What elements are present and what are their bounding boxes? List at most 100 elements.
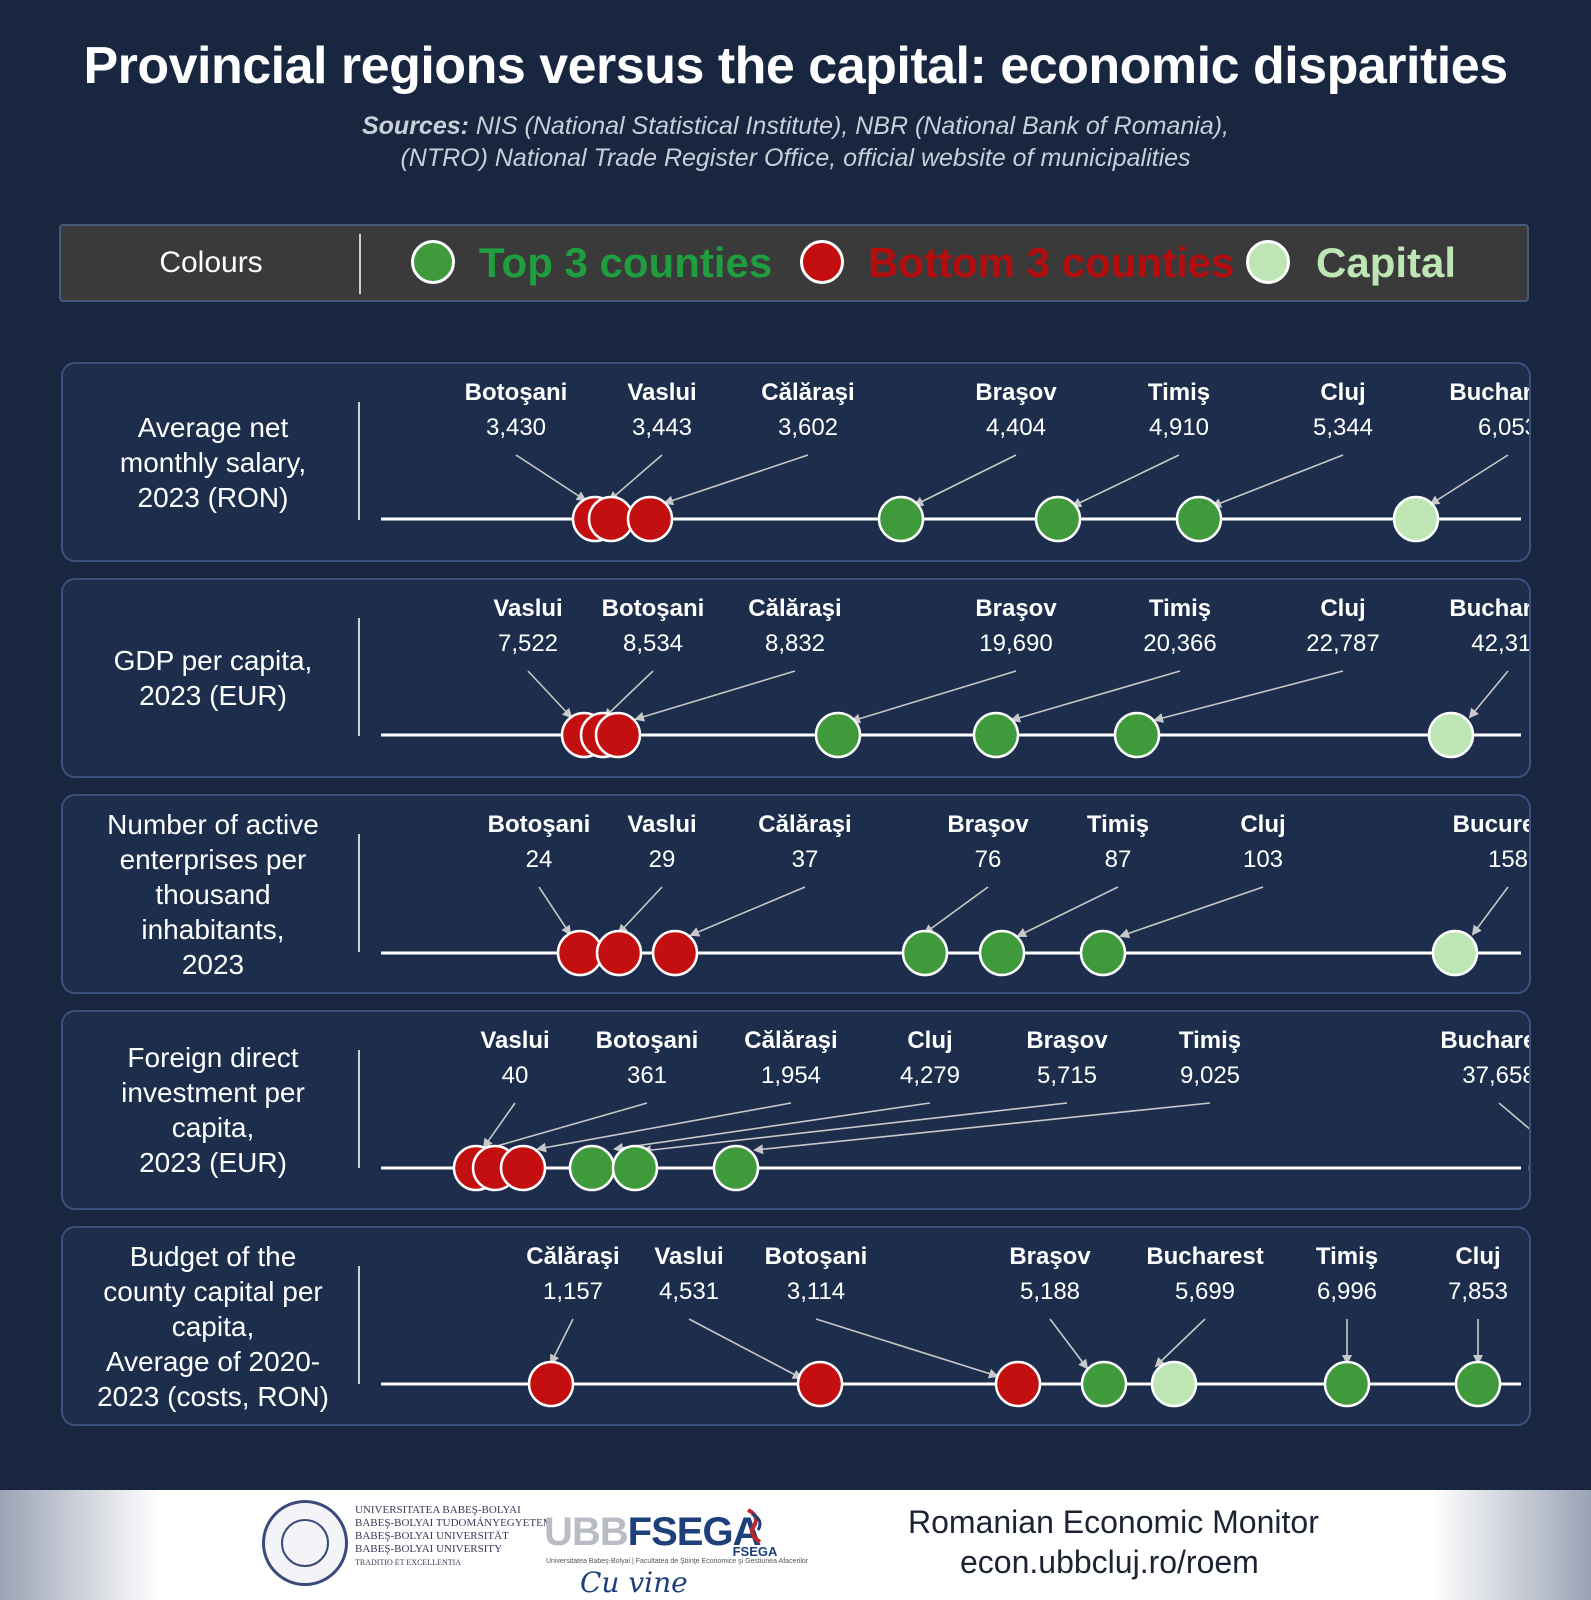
value-label: 1,954 — [761, 1062, 821, 1089]
chart-title-line: investment per — [121, 1077, 305, 1108]
county-name-label: Cluj — [907, 1027, 952, 1054]
data-point-top — [978, 929, 1026, 977]
pointer-arrow — [613, 1102, 931, 1153]
pointer-arrow — [689, 886, 806, 937]
chart-title-line: Foreign direct — [127, 1042, 299, 1073]
value-label: 6,053 — [1478, 414, 1529, 441]
legend-label-capital: Capital — [1316, 239, 1457, 286]
sources: Sources: NIS (National Statistical Insti… — [0, 110, 1591, 174]
data-point-bottom — [595, 929, 643, 977]
pointer-arrow — [688, 1318, 803, 1379]
data-point-bottom — [796, 1360, 844, 1408]
chart-title-line: Number of active — [107, 808, 319, 840]
data-point-top — [1080, 1360, 1128, 1408]
chart-title-line: inhabitants, — [141, 913, 285, 945]
legend-label-bottom: Bottom 3 counties — [868, 239, 1235, 286]
county-name-label: Timiş — [1149, 595, 1211, 622]
pointer-arrow — [1010, 670, 1181, 723]
county-name-label: Bucharest — [1146, 1243, 1263, 1270]
county-name-label: Vaslui — [480, 1027, 549, 1054]
data-point-capital — [1150, 1360, 1198, 1408]
monitor-url[interactable]: econ.ubbcluj.ro/roem — [960, 1544, 1259, 1580]
dot-plot: Botoşani 24 Vaslui 29 Călăraşi 37 Braşov 76 Timi… — [381, 811, 1529, 977]
value-label: 5,344 — [1313, 414, 1373, 441]
county-name-label: Călăraşi — [744, 1027, 837, 1054]
data-point-capital — [1392, 495, 1440, 543]
data-point-bottom — [587, 495, 635, 543]
value-label: 9,025 — [1180, 1062, 1240, 1089]
county-name-label: Călăraşi — [758, 811, 851, 838]
county-name-label: Timiş — [1179, 1027, 1241, 1054]
dot-plot: Vaslui 40 Botoşani 361 Călăraşi 1,954 Cluj 4,27… — [381, 1027, 1529, 1192]
pointer-arrow — [482, 1102, 516, 1149]
pointer-arrow — [1153, 670, 1344, 723]
county-name-label: Braşov — [1026, 1027, 1108, 1054]
value-label: 7,853 — [1448, 1278, 1508, 1305]
pointer-arrow — [753, 1102, 1211, 1155]
sources-line-1: NIS (National Statistical Institute), NB… — [475, 112, 1229, 140]
chart-title: Budget of the county capital per capita, Av… — [63, 1228, 363, 1424]
pointer-arrow — [1471, 886, 1509, 936]
data-point-bottom — [651, 929, 699, 977]
data-point-top — [1175, 495, 1223, 543]
page-title: Provincial regions versus the capital: e… — [83, 37, 1508, 95]
pointer-arrow — [1049, 1318, 1089, 1370]
fsega-subtitle: Universitatea Babeş-Bolyai | Facultatea … — [546, 1558, 809, 1565]
value-label: 158 — [1488, 846, 1528, 873]
county-name-label: Timiş — [1087, 811, 1149, 838]
county-name-label: Vaslui — [493, 595, 562, 622]
pointer-arrow — [1468, 670, 1509, 719]
pointer-arrow — [1016, 886, 1119, 937]
pointer-arrow — [663, 454, 809, 506]
value-label: 3,443 — [632, 414, 692, 441]
value-label: 87 — [1105, 846, 1132, 873]
value-label: 37 — [792, 846, 819, 873]
county-name-label: Călăraşi — [748, 595, 841, 622]
dot-plot: Călăraşi 1,157 Vaslui 4,531 Botoşani 3,114 Bra… — [381, 1243, 1521, 1408]
data-point-top — [1034, 495, 1082, 543]
monitor-title: Romanian Economic Monitor — [908, 1504, 1319, 1540]
county-name-label: Cluj — [1320, 595, 1365, 622]
value-label: 24 — [526, 846, 553, 873]
county-name-label: Botoşani — [488, 811, 591, 838]
county-name-label: Braşov — [1009, 1243, 1091, 1270]
data-point-top — [712, 1144, 760, 1192]
panel-divider — [358, 1266, 360, 1384]
data-point-bottom — [527, 1360, 575, 1408]
chart-title-line: capita, — [171, 1310, 255, 1342]
value-label: 3,602 — [778, 414, 838, 441]
value-label: 5,715 — [1037, 1062, 1097, 1089]
value-label: 4,404 — [986, 414, 1046, 441]
pointer-arrow — [527, 670, 573, 719]
value-label: 3,114 — [787, 1278, 845, 1305]
chart-title: Average net monthly salary, 2023 (RON) — [63, 364, 363, 560]
sources-line-2: (NTRO) National Trade Register Office, o… — [400, 144, 1191, 172]
county-name-label: Timiş — [1316, 1243, 1378, 1270]
pointer-arrow — [603, 670, 654, 719]
value-label: 20,366 — [1143, 630, 1216, 657]
pointer-arrow — [1498, 1102, 1529, 1130]
county-name-label: Călăraşi — [526, 1243, 619, 1270]
data-point-top — [901, 929, 949, 977]
county-name-label: Braşov — [947, 811, 1029, 838]
chart-title-line: enterprises per — [119, 843, 307, 875]
pointer-arrow — [536, 1102, 792, 1153]
colour-legend: Colours Top 3 counties Bottom 3 counties… — [59, 224, 1529, 302]
data-point-top — [972, 711, 1020, 759]
pointer-arrow — [641, 1102, 1068, 1156]
panel-divider — [358, 402, 360, 520]
value-label: 4,910 — [1149, 414, 1209, 441]
chart-title-line: 2023 (costs, RON) — [97, 1380, 329, 1412]
pointer-arrow — [1119, 886, 1264, 939]
pointer-arrow — [515, 454, 587, 502]
fsega-signature: Cu vine — [580, 1566, 688, 1599]
chart-title: Foreign direct investment per capita, 2023 … — [63, 1012, 363, 1208]
data-point-bottom — [594, 711, 642, 759]
value-label: 19,690 — [979, 630, 1052, 657]
legend-label-top: Top 3 counties — [479, 239, 773, 286]
chart-title-line: Average net — [137, 411, 289, 443]
value-label: 42,312 — [1471, 630, 1529, 657]
dot-plot: Botoşani 3,430 Vaslui 3,443 Călăraşi 3,602 Bra… — [381, 379, 1529, 543]
value-label: 8,832 — [765, 630, 825, 657]
data-point-top — [1454, 1360, 1502, 1408]
